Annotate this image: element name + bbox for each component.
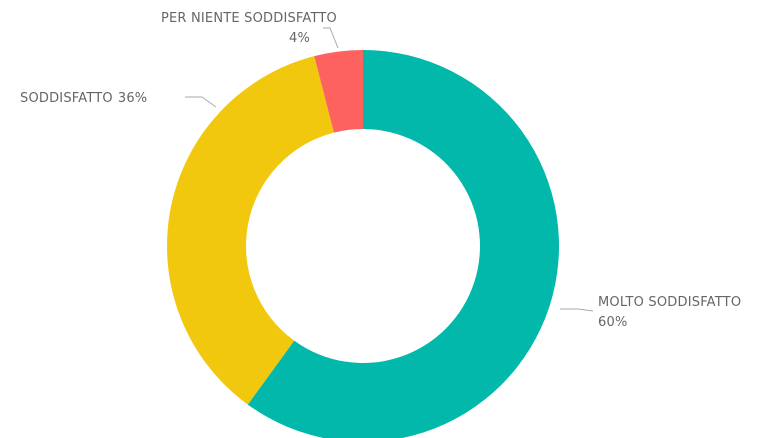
labels: MOLTO SODDISFATTO 60% SODDISFATTO 36% PER NI…	[20, 11, 741, 330]
data-label: 60%	[598, 315, 628, 330]
slice	[247, 50, 559, 438]
category-name: MOLTO SODDISFATTO	[598, 295, 741, 310]
slice	[314, 50, 363, 133]
leader-line	[185, 96, 217, 108]
value-label: 36%	[118, 91, 148, 106]
slices	[166, 50, 559, 438]
leader-line	[560, 308, 594, 312]
data-label: MOLTO SODDISFATTO	[598, 295, 741, 310]
value-label: 60%	[598, 315, 628, 330]
data-label: SODDISFATTO 36%	[20, 91, 147, 106]
data-label: PER NIENTE SODDISFATTO	[161, 11, 337, 26]
leader-line	[323, 27, 339, 49]
category-name: PER NIENTE SODDISFATTO	[161, 11, 337, 26]
data-label: 4%	[289, 31, 310, 46]
category-name: SODDISFATTO	[20, 91, 113, 106]
value-label: 4%	[289, 31, 310, 46]
slice	[166, 56, 334, 405]
